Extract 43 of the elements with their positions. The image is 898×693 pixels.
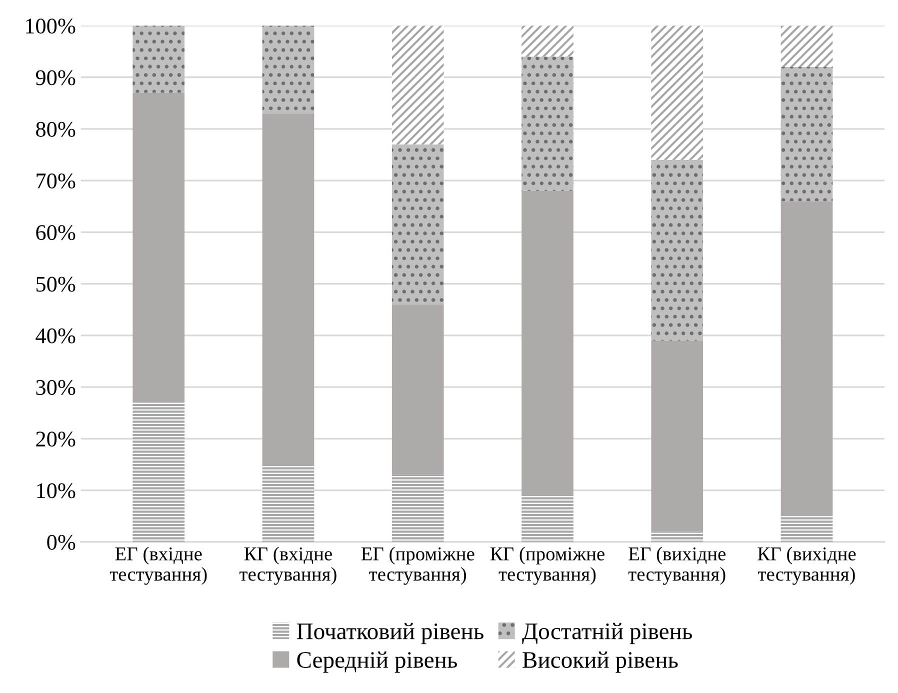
bar [651, 160, 704, 341]
legend-label: Середній рівень [297, 652, 458, 673]
bar [522, 495, 574, 542]
y-tick-label: 90% [36, 70, 76, 86]
bar [522, 56, 574, 191]
y-tick-label: 80% [36, 122, 76, 137]
x-tick-label: КГ (вхідне тестування) [240, 546, 336, 585]
bar [132, 26, 185, 93]
bar [262, 464, 314, 542]
x-tick-label: ЕГ (вихідне тестування) [628, 546, 726, 585]
x-tick-label: КГ (вихідне тестування) [758, 546, 856, 585]
bar [522, 26, 574, 57]
bar [392, 144, 444, 304]
y-tick-label: 60% [36, 225, 76, 240]
bar [651, 26, 704, 160]
bar [780, 66, 833, 202]
bar [392, 26, 444, 144]
legend-label: Високий рівень [522, 652, 678, 673]
legend-label: Початковий рівень [296, 622, 484, 644]
bar [651, 532, 704, 542]
y-tick-label: 20% [36, 432, 76, 447]
bar [392, 474, 444, 542]
y-tick-label: 50% [36, 276, 76, 292]
bar [262, 113, 314, 464]
y-tick-label: 40% [36, 328, 76, 344]
bar [262, 26, 314, 114]
bar [522, 190, 574, 496]
x-tick-label: ЕГ (проміжне тестування) [361, 546, 474, 585]
bar [651, 340, 704, 532]
y-tick-label: 0% [47, 534, 76, 550]
bar [132, 92, 185, 403]
bar [780, 516, 833, 542]
legend-label: Достатній рівень [522, 622, 692, 644]
bar [132, 402, 185, 542]
x-tick-label: ЕГ (вхідне тестування) [110, 546, 207, 585]
y-tick-label: 10% [37, 483, 76, 498]
bar [780, 201, 833, 516]
bar [392, 304, 444, 475]
y-tick-label: 100% [26, 18, 76, 34]
y-tick-label: 70% [36, 173, 76, 189]
y-tick-label: 30% [36, 380, 76, 396]
bar [780, 26, 833, 67]
x-tick-label: КГ (проміжне тестування) [490, 546, 604, 585]
